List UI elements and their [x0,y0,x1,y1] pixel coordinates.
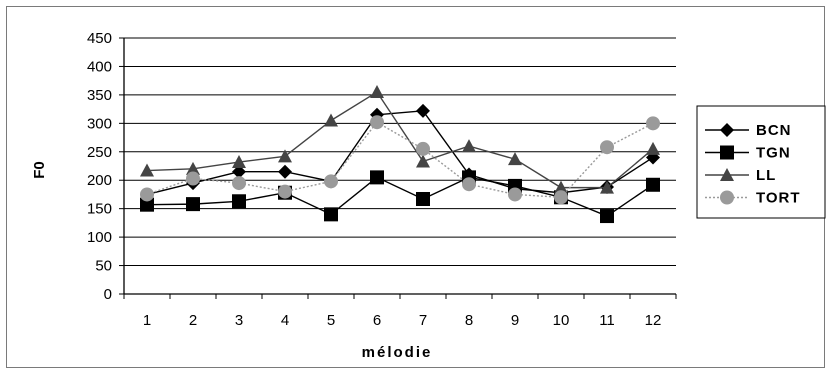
gridlines [124,37,676,267]
data-point-tgn [646,177,660,192]
y-tick-label: 100 [87,229,112,246]
data-point-bcn [416,103,430,118]
legend: BCN TGN LL TORT [696,105,826,219]
data-point-tort [232,176,246,191]
series-line-tort [146,121,654,199]
data-point-tort [600,140,614,155]
x-tick-label: 1 [143,312,151,329]
data-point-tort [646,116,660,131]
legend-label-bcn: BCN [756,122,792,139]
legend-marker-tgn [720,145,734,160]
x-tick-label: 11 [599,312,615,329]
data-point-tgn [370,170,384,185]
series-tort [140,115,660,205]
x-tick-label: 10 [553,312,570,329]
data-point-ll [646,141,660,155]
legend-marker-ll [720,168,734,181]
x-tick-label: 4 [281,312,289,329]
legend-box [696,105,826,219]
y-tick-label: 250 [87,144,112,161]
data-point-tort [278,184,292,199]
series-tgn [140,170,660,224]
legend-label-ll: LL [756,167,776,184]
y-tick-label: 300 [87,115,112,132]
legend-label-tgn: TGN [756,145,791,162]
data-point-ll [600,180,614,194]
data-point-tgn [416,191,430,206]
data-point-tort [554,190,568,205]
data-point-ll [508,152,522,166]
data-point-ll [416,154,430,168]
series-line-ll [146,91,654,189]
y-axis-ticks: 0 50 100 150 200 250 300 350 400 450 [87,30,124,303]
data-point-ll [232,155,246,169]
data-point-tort [140,187,154,202]
x-tick-label: 9 [511,312,519,329]
x-tick-label: 12 [645,312,662,329]
legend-label-tort: TORT [756,190,801,207]
data-point-ll [140,163,154,177]
series-ll [140,85,660,194]
y-tick-label: 450 [87,30,112,47]
y-tick-label: 350 [87,87,112,104]
x-tick-label: 8 [465,312,473,329]
data-point-tgn [232,194,246,209]
data-point-bcn [232,164,246,179]
series-layer [140,85,660,224]
data-point-ll [278,149,292,163]
y-tick-label: 0 [104,286,112,303]
x-tick-label: 2 [189,312,197,329]
legend-marker-tort [720,190,734,205]
data-point-bcn [278,164,292,179]
series-bcn [140,103,660,202]
legend-marker-bcn [720,123,734,137]
data-point-tort [186,171,200,186]
data-point-tort [324,174,338,189]
data-point-tort [508,187,522,202]
data-point-ll [324,113,338,127]
data-point-tgn [140,197,154,212]
data-point-tgn [186,197,200,212]
x-axis-title: mélodie [362,344,433,361]
x-axis-ticks: 1 2 3 4 5 6 7 8 9 10 11 12 [123,294,677,329]
x-tick-label: 7 [419,312,427,329]
data-point-ll [462,139,476,153]
x-tick-label: 3 [235,312,243,329]
data-point-tgn [324,207,338,222]
y-tick-label: 200 [87,172,112,189]
series-line-tgn [146,176,654,217]
y-tick-label: 50 [95,258,112,275]
x-tick-label: 6 [373,312,381,329]
series-line-bcn [146,110,654,196]
data-point-tort [370,115,384,130]
y-axis-title: F0 [31,161,48,179]
x-tick-label: 5 [327,312,335,329]
plot-area [123,38,676,295]
y-tick-label: 150 [87,201,112,218]
data-point-ll [554,180,568,194]
data-point-tgn [600,209,614,224]
data-point-ll [186,161,200,175]
y-tick-label: 400 [87,58,112,75]
data-point-ll [370,85,384,99]
data-point-tort [462,177,476,192]
data-point-tort [416,141,430,156]
